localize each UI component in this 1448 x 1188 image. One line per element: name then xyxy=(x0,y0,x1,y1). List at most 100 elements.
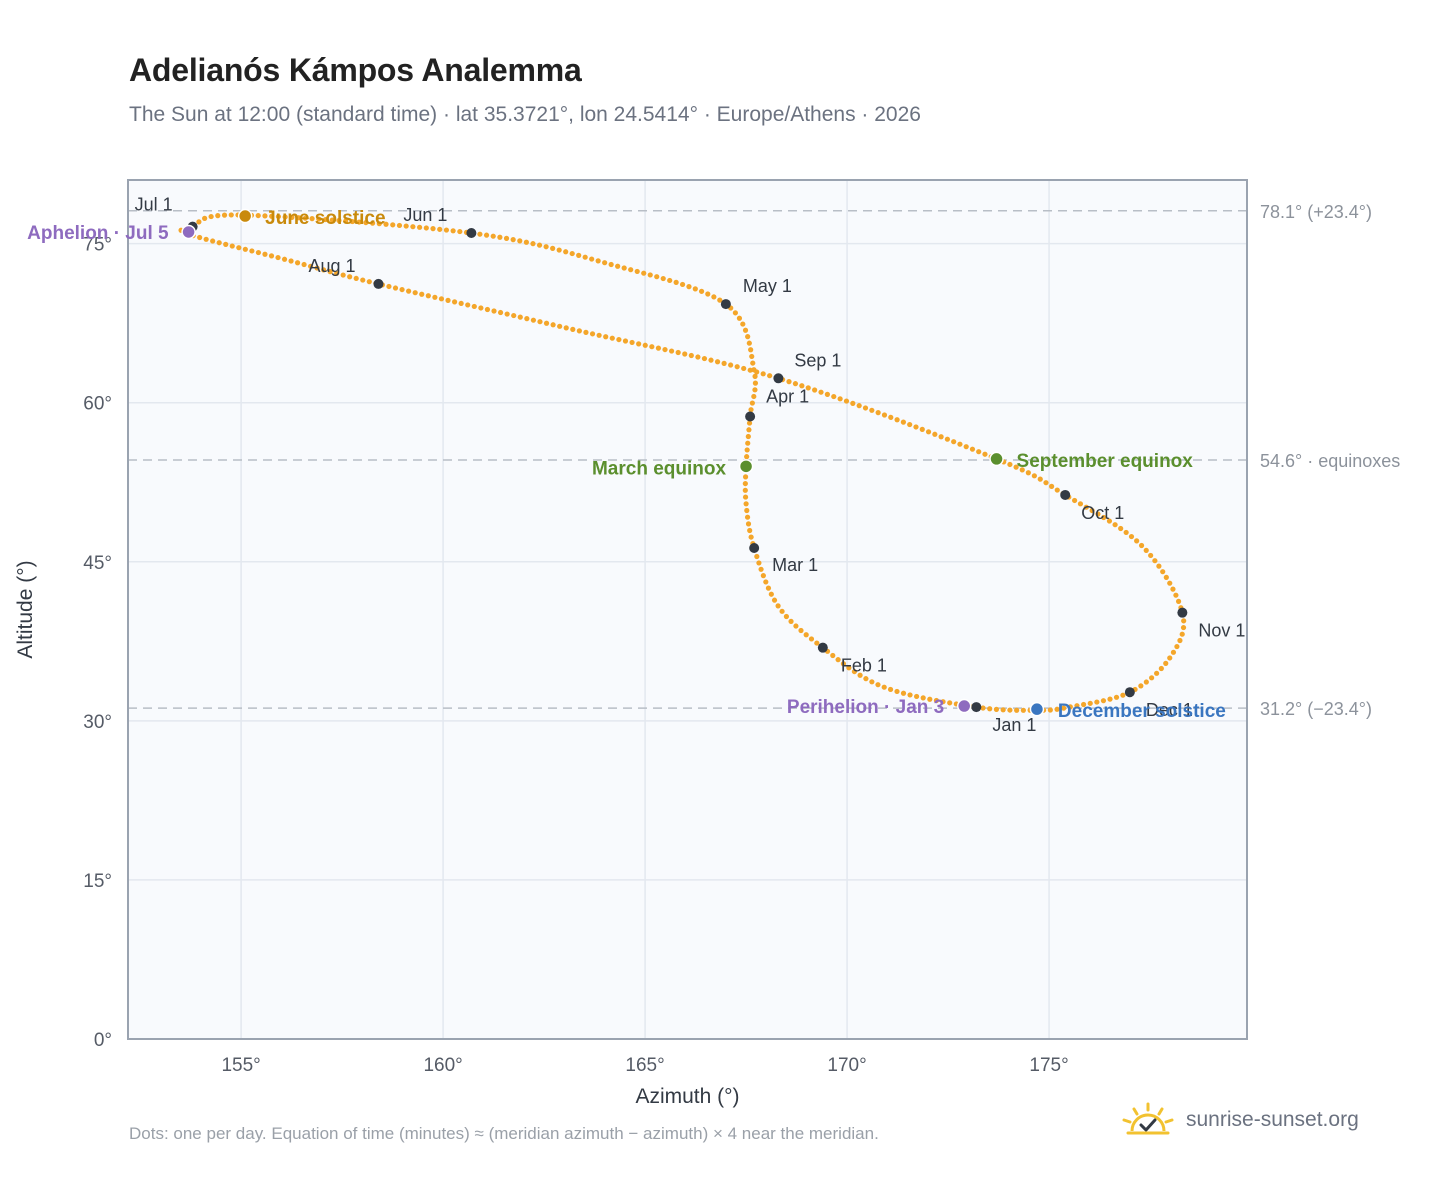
x-tick-label: 170° xyxy=(827,1055,866,1076)
daily-sun-dot xyxy=(390,222,396,228)
daily-sun-dot xyxy=(701,355,708,362)
daily-sun-dot xyxy=(430,226,436,232)
chart-subtitle: The Sun at 12:00 (standard time) · lat 3… xyxy=(129,103,921,126)
daily-sun-dot xyxy=(294,260,301,266)
daily-sun-dot xyxy=(1094,699,1100,705)
daily-sun-dot xyxy=(741,365,747,372)
daily-sun-dot xyxy=(438,296,445,302)
daily-sun-dot xyxy=(1013,464,1019,470)
daily-sun-dot xyxy=(875,682,881,688)
event-label: March equinox xyxy=(592,458,727,479)
month-marker-label: Sep 1 xyxy=(794,350,841,370)
y-tick-label: 45° xyxy=(83,553,112,574)
event-marker xyxy=(237,208,253,224)
daily-sun-dot xyxy=(497,234,503,240)
daily-sun-dot xyxy=(570,326,576,332)
daily-sun-dot xyxy=(742,474,749,480)
x-axis-label: Azimuth (°) xyxy=(635,1085,739,1108)
daily-sun-dot xyxy=(957,441,963,447)
daily-sun-dot xyxy=(347,274,353,280)
daily-sun-dot xyxy=(262,251,268,257)
daily-sun-dot xyxy=(1170,586,1176,592)
daily-sun-dot xyxy=(343,218,349,224)
daily-sun-dot xyxy=(1007,461,1013,468)
daily-sun-dot xyxy=(483,232,490,238)
daily-sun-dot xyxy=(1163,660,1169,666)
daily-sun-dot xyxy=(803,632,809,638)
daily-sun-dot xyxy=(900,419,906,425)
daily-sun-dot xyxy=(1170,649,1177,655)
daily-sun-dot xyxy=(786,379,792,385)
y-axis-label: Altitude (°) xyxy=(14,560,37,658)
daily-sun-dot xyxy=(745,521,752,527)
daily-sun-dot xyxy=(563,249,569,255)
daily-sun-dot xyxy=(760,371,766,377)
daily-sun-dot xyxy=(210,238,216,244)
daily-sun-dot xyxy=(881,412,888,418)
daily-sun-dot xyxy=(1089,507,1095,514)
daily-sun-dot xyxy=(369,220,376,226)
daily-sun-dot xyxy=(497,309,504,316)
daily-sun-dot xyxy=(649,344,655,350)
daily-sun-dot xyxy=(445,297,451,303)
brand-name: sunrise-sunset.org xyxy=(1186,1108,1359,1131)
daily-sun-dot xyxy=(589,331,596,337)
daily-sun-dot xyxy=(543,244,549,250)
daily-sun-dot xyxy=(412,290,418,296)
daily-sun-dot xyxy=(783,613,790,620)
daily-sun-dot xyxy=(771,597,778,603)
daily-sun-dot xyxy=(940,699,946,705)
daily-sun-dot xyxy=(1106,518,1113,524)
daily-sun-dot xyxy=(376,221,382,227)
daily-sun-dot xyxy=(1148,552,1154,559)
daily-sun-dot xyxy=(356,219,362,225)
daily-sun-dot xyxy=(275,213,282,220)
daily-sun-dot xyxy=(747,527,753,534)
daily-sun-dot xyxy=(744,447,750,453)
daily-sun-dot xyxy=(223,241,229,247)
brand[interactable]: sunrise-sunset.org xyxy=(1120,1100,1359,1140)
daily-sun-dot xyxy=(698,288,705,294)
daily-sun-dot xyxy=(484,306,491,313)
daily-sun-dot xyxy=(1101,514,1107,521)
daily-sun-dot xyxy=(363,219,369,226)
daily-sun-dot xyxy=(835,657,841,663)
daily-sun-dot xyxy=(642,342,648,348)
daily-sun-dot xyxy=(982,451,988,457)
daily-sun-dot xyxy=(775,603,781,609)
month-marker xyxy=(971,702,982,713)
y-tick-label: 15° xyxy=(83,871,112,892)
daily-sun-dot xyxy=(660,275,666,282)
sun-check-icon xyxy=(1122,1102,1174,1135)
daily-sun-dot xyxy=(837,396,843,402)
daily-sun-dot xyxy=(1054,487,1060,493)
daily-sun-dot xyxy=(850,400,856,406)
daily-sun-dot xyxy=(695,354,701,360)
daily-sun-dot xyxy=(236,245,242,251)
x-tick-label: 175° xyxy=(1029,1055,1068,1076)
daily-sun-dot xyxy=(602,260,608,266)
daily-sun-dot xyxy=(437,226,443,232)
daily-sun-dot xyxy=(831,393,837,400)
reference-line-label: 54.6° · equinoxes xyxy=(1260,451,1400,471)
daily-sun-dot xyxy=(275,254,281,261)
daily-sun-dot xyxy=(846,665,852,671)
daily-sun-dot xyxy=(1179,631,1185,637)
daily-sun-dot xyxy=(316,216,322,222)
daily-sun-dot xyxy=(510,237,516,243)
daily-sun-dot xyxy=(758,566,764,572)
daily-sun-dot xyxy=(1174,643,1180,650)
daily-sun-dot xyxy=(443,227,450,233)
y-tick-label: 0° xyxy=(94,1030,112,1051)
daily-sun-dot xyxy=(491,308,497,314)
daily-sun-dot xyxy=(457,228,463,235)
daily-sun-dot xyxy=(530,241,536,247)
daily-sun-dot xyxy=(857,672,863,678)
daily-sun-dot xyxy=(1049,483,1055,489)
daily-sun-dot xyxy=(1138,542,1145,549)
month-marker-label: Jun 1 xyxy=(403,205,447,225)
daily-sun-dot xyxy=(1158,665,1164,672)
month-marker xyxy=(466,228,477,239)
daily-sun-dot xyxy=(692,286,698,292)
daily-sun-dot xyxy=(808,636,815,642)
